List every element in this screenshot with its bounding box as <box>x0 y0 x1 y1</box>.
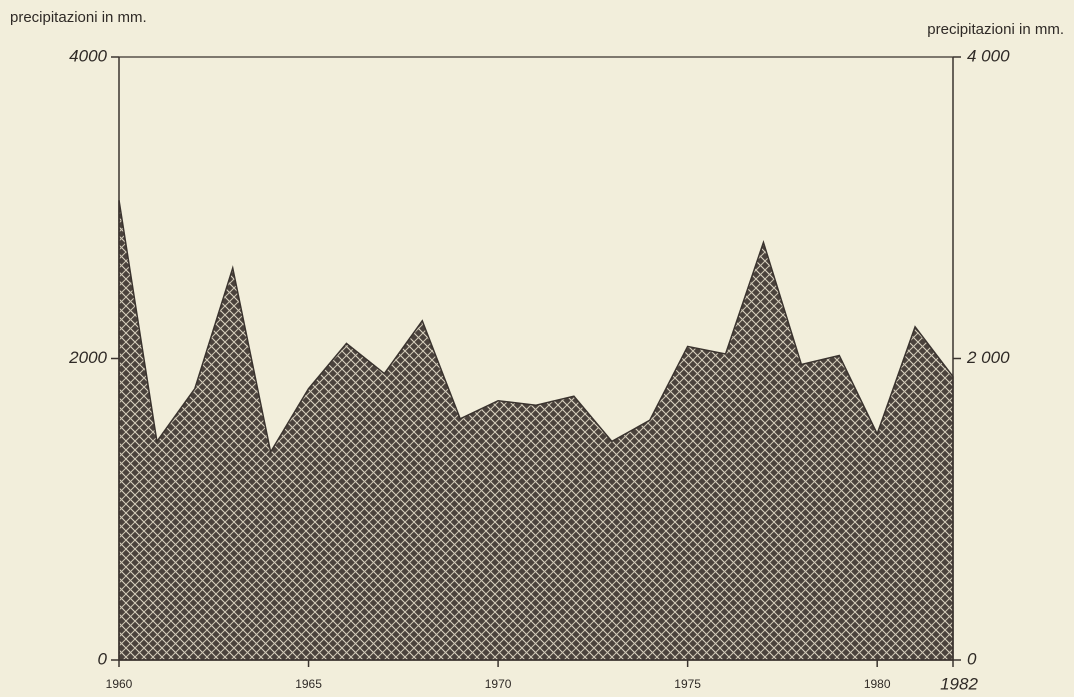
x-tick-label: 1975 <box>674 677 701 691</box>
y2-tick-label: 4 000 <box>967 46 1010 65</box>
y-axis-label: precipitazioni in mm. <box>10 9 147 26</box>
x-tick-label: 1960 <box>106 677 133 691</box>
area <box>118 200 954 661</box>
y2-axis-label: precipitazioni in mm. <box>927 21 1064 38</box>
x-tick-label: 1982 <box>940 674 978 693</box>
x-tick-label: 1970 <box>485 677 512 691</box>
y-tick-label: 2000 <box>68 348 107 367</box>
x-tick-label: 1965 <box>295 677 322 691</box>
y-tick-label: 0 <box>98 649 108 668</box>
y-tick-label: 4000 <box>69 46 107 65</box>
y2-tick-label: 0 <box>967 649 977 668</box>
x-tick-label: 1980 <box>864 677 891 691</box>
y2-tick-label: 2 000 <box>966 348 1010 367</box>
